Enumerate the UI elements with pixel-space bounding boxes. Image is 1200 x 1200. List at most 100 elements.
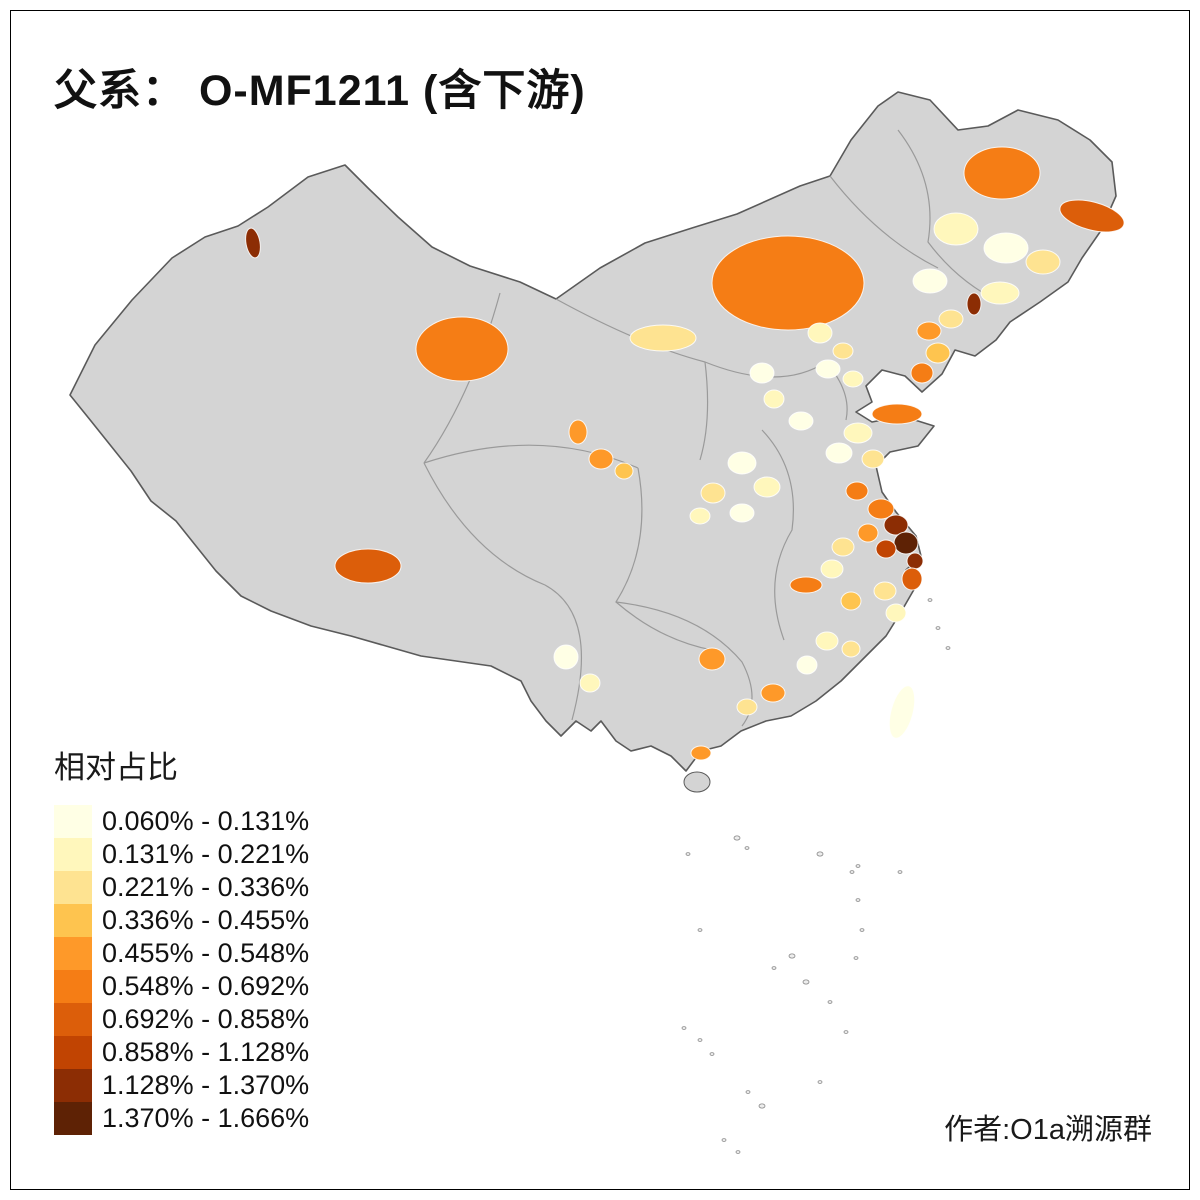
map-region — [588, 448, 614, 470]
map-region — [925, 342, 951, 364]
map-region — [1059, 199, 1125, 233]
map-region — [815, 359, 841, 379]
map-region — [579, 673, 601, 693]
legend-swatch — [54, 937, 92, 970]
sea-island-speck — [945, 646, 951, 650]
legend-label: 0.131% - 0.221% — [102, 839, 310, 869]
map-region — [727, 451, 757, 475]
map-region — [245, 227, 261, 259]
map-region — [867, 498, 895, 520]
map-region — [840, 591, 862, 611]
sea-island-speck — [697, 928, 703, 932]
sea-island-speck — [709, 1052, 715, 1056]
map-region — [963, 146, 1041, 200]
sea-island-speck — [927, 598, 933, 602]
map-region — [690, 745, 712, 761]
legend-swatch — [54, 838, 92, 871]
map-region — [980, 281, 1020, 305]
sea-island-speck — [855, 864, 861, 868]
sea-island-speck — [745, 1090, 751, 1094]
map-region — [916, 321, 942, 341]
province-border-line — [555, 298, 827, 378]
map-region — [736, 698, 758, 716]
map-region — [871, 403, 923, 425]
map-region — [553, 644, 579, 670]
legend-label: 1.128% - 1.370% — [102, 1070, 310, 1100]
sea-island-speck — [802, 979, 810, 985]
map-region — [763, 389, 785, 409]
map-region — [825, 442, 853, 464]
map-region — [711, 235, 865, 331]
sea-island-speck — [697, 1038, 703, 1042]
legend-label: 0.221% - 0.336% — [102, 872, 310, 902]
map-region — [893, 531, 919, 555]
map-region — [334, 548, 402, 584]
map-region — [568, 419, 588, 445]
sea-island-speck — [721, 1138, 727, 1142]
sea-island-speck — [788, 953, 796, 959]
map-region — [983, 232, 1029, 264]
province-border-line — [423, 292, 501, 464]
legend-swatch — [54, 904, 92, 937]
map-region — [753, 476, 781, 498]
hainan-island-shape — [683, 771, 711, 793]
legend: 相对占比 0.060% - 0.131% 0.131% - 0.221% 0.221… — [54, 742, 309, 1135]
map-region — [729, 503, 755, 523]
legend-swatch — [54, 1069, 92, 1102]
sea-island-speck — [758, 1103, 766, 1109]
sea-island-speck — [849, 870, 855, 874]
map-region — [841, 640, 861, 658]
sea-island-speck — [935, 626, 941, 630]
sea-island-speck — [744, 846, 750, 850]
sea-island-speck — [771, 966, 777, 970]
sea-island-speck — [827, 1000, 833, 1004]
map-region — [933, 212, 979, 246]
map-region — [700, 482, 726, 504]
legend-label: 0.548% - 0.692% — [102, 971, 310, 1001]
sea-island-speck — [816, 851, 824, 857]
sea-island-speck — [853, 956, 859, 960]
map-region — [760, 683, 786, 703]
map-region — [843, 422, 873, 444]
map-region — [698, 647, 726, 671]
legend-label: 0.692% - 0.858% — [102, 1004, 310, 1034]
legend-swatch — [54, 1003, 92, 1036]
map-region — [749, 362, 775, 384]
legend-row: 0.858% - 1.128% — [54, 1036, 309, 1069]
map-region — [875, 539, 897, 559]
map-region — [629, 324, 697, 352]
sea-island-speck — [817, 1080, 823, 1084]
map-region — [906, 552, 924, 570]
legend-title: 相对占比 — [54, 750, 178, 785]
map-title: 父系： O-MF1211 (含下游) — [54, 67, 586, 115]
map-region — [415, 316, 509, 382]
legend-label: 0.455% - 0.548% — [102, 938, 310, 968]
legend-label: 1.370% - 1.666% — [102, 1103, 310, 1133]
map-region — [901, 567, 923, 591]
legend-rows: 0.060% - 0.131% 0.131% - 0.221% 0.221% - 0… — [54, 805, 309, 1135]
legend-row: 0.336% - 0.455% — [54, 904, 309, 937]
sea-island-speck — [681, 1026, 687, 1030]
sea-island-speck — [685, 852, 691, 856]
map-region — [966, 292, 982, 316]
legend-label: 0.336% - 0.455% — [102, 905, 310, 935]
legend-row: 1.370% - 1.666% — [54, 1102, 309, 1135]
map-region — [815, 631, 839, 651]
map-region — [796, 655, 818, 675]
legend-row: 1.128% - 1.370% — [54, 1069, 309, 1102]
sea-island-speck — [855, 898, 861, 902]
province-border-line — [761, 429, 794, 641]
legend-row: 0.692% - 0.858% — [54, 1003, 309, 1036]
legend-label: 0.060% - 0.131% — [102, 806, 310, 836]
map-region — [888, 685, 916, 739]
legend-swatch — [54, 970, 92, 1003]
legend-row: 0.131% - 0.221% — [54, 838, 309, 871]
province-border-line — [423, 444, 639, 469]
map-region — [910, 362, 934, 384]
map-region — [820, 559, 844, 579]
map-region — [789, 576, 823, 594]
legend-row: 0.548% - 0.692% — [54, 970, 309, 1003]
sea-island-speck — [897, 870, 903, 874]
